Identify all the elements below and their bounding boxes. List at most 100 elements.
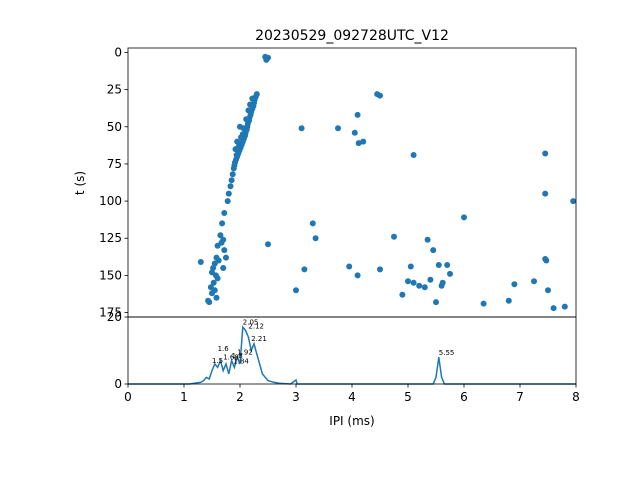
scatter-point bbox=[421, 284, 428, 291]
scatter-point bbox=[542, 150, 549, 157]
scatter-point bbox=[570, 198, 577, 205]
scatter-point bbox=[354, 111, 361, 118]
scatter-point bbox=[245, 107, 252, 114]
scatter-point bbox=[227, 183, 234, 190]
y-tick-label: 0 bbox=[114, 45, 122, 59]
scatter-point bbox=[197, 259, 204, 265]
scatter-point bbox=[399, 291, 406, 298]
scatter-point bbox=[405, 278, 411, 285]
scatter-point bbox=[228, 177, 235, 184]
scatter-point bbox=[430, 247, 437, 254]
scatter-point bbox=[550, 305, 557, 312]
scatter-point bbox=[435, 262, 442, 268]
scatter-point bbox=[391, 233, 397, 240]
peak-label: 2.05 bbox=[243, 318, 259, 326]
scatter-point bbox=[293, 287, 299, 294]
scatter-point bbox=[232, 146, 239, 153]
scatter-point bbox=[444, 262, 451, 268]
scatter-point bbox=[214, 275, 221, 282]
scatter-point bbox=[335, 125, 341, 132]
scatter-point bbox=[447, 270, 453, 277]
scatter-point bbox=[249, 95, 256, 102]
scatter-marks bbox=[197, 53, 577, 312]
scatter-point bbox=[461, 214, 467, 221]
scatter-point bbox=[233, 152, 240, 158]
scatter-point bbox=[407, 263, 414, 270]
scatter-point bbox=[219, 220, 226, 227]
scatter-point bbox=[346, 263, 353, 270]
scatter-point bbox=[427, 276, 434, 283]
scatter-point bbox=[243, 116, 250, 123]
histogram-frame bbox=[127, 316, 577, 385]
peak-label: 1.5 bbox=[212, 357, 223, 365]
peak-label: 5.55 bbox=[439, 349, 455, 357]
x-tick-label: 8 bbox=[572, 390, 580, 404]
scatter-point bbox=[220, 265, 227, 271]
scatter-point bbox=[263, 56, 270, 63]
scatter-point bbox=[542, 190, 549, 197]
histogram-panel: 1.5 1.61.681.81.841.92 2.052.12 2.21 5.55 0 2… bbox=[107, 310, 580, 428]
scatter-point bbox=[239, 131, 246, 138]
scatter-point bbox=[237, 123, 243, 130]
peak-label: 1.6 bbox=[218, 345, 230, 353]
scatter-point bbox=[211, 260, 218, 267]
x-axis-label: IPI (ms) bbox=[329, 414, 374, 428]
scatter-point bbox=[354, 272, 361, 279]
scatter-point bbox=[205, 297, 212, 304]
scatter-point bbox=[561, 303, 568, 310]
peak-label: 1.8 bbox=[232, 352, 243, 360]
scatter-point bbox=[410, 152, 417, 158]
scatter-point bbox=[221, 247, 228, 254]
scatter-point bbox=[480, 300, 487, 307]
histogram-y-tick-label: 20 bbox=[107, 310, 122, 324]
histogram-y-tick-label: 0 bbox=[114, 377, 122, 391]
scatter-point bbox=[234, 138, 241, 145]
scatter-point bbox=[298, 125, 305, 132]
scatter-point bbox=[247, 101, 254, 108]
scatter-point bbox=[377, 92, 383, 99]
scatter-point bbox=[265, 241, 271, 248]
peak-label: 1.92 bbox=[237, 349, 253, 357]
scatter-point bbox=[210, 279, 217, 286]
peak-labels: 1.5 1.61.681.81.841.92 2.052.12 2.21 5.55 bbox=[212, 318, 454, 365]
x-tick-label: 4 bbox=[348, 390, 356, 404]
scatter-point bbox=[224, 198, 231, 205]
scatter-point bbox=[410, 279, 417, 286]
scatter-point bbox=[309, 220, 316, 227]
scatter-point bbox=[545, 287, 551, 294]
y-tick-label: 100 bbox=[99, 194, 122, 208]
x-axis-ticks: 0 1 2 3 4 5 6 7 8 bbox=[124, 384, 580, 404]
y-tick-label: 150 bbox=[99, 268, 122, 282]
x-tick-label: 7 bbox=[516, 390, 524, 404]
scatter-point bbox=[221, 210, 228, 216]
scatter-point bbox=[439, 279, 446, 286]
y-tick-label: 125 bbox=[99, 231, 122, 245]
scatter-point bbox=[229, 171, 236, 178]
peak-label: 2.12 bbox=[248, 323, 264, 331]
scatter-point bbox=[223, 254, 229, 261]
histogram-y-ticks: 0 20 bbox=[107, 310, 128, 391]
scatter-point bbox=[351, 129, 358, 136]
scatter-point bbox=[312, 235, 319, 242]
x-tick-label: 5 bbox=[404, 390, 412, 404]
y-tick-label: 75 bbox=[107, 157, 122, 171]
scatter-point bbox=[416, 282, 423, 289]
scatter-point bbox=[231, 162, 238, 169]
y-tick-label: 50 bbox=[107, 120, 122, 134]
scatter-point bbox=[301, 266, 308, 273]
scatter-point bbox=[360, 138, 367, 145]
x-tick-label: 1 bbox=[180, 390, 188, 404]
peak-label: 2.21 bbox=[251, 335, 267, 343]
scatter-panel: 0 25 50 75 100 125 150 175 t (s) bbox=[73, 45, 577, 320]
peak-label: 1.84 bbox=[233, 358, 249, 366]
y-tick-label: 175 bbox=[99, 306, 122, 320]
scatter-point bbox=[511, 281, 518, 288]
scatter-point bbox=[531, 278, 537, 285]
y-tick-label: 25 bbox=[107, 83, 122, 97]
scatter-point bbox=[377, 266, 383, 273]
scatter-point bbox=[225, 190, 232, 197]
scatter-point bbox=[209, 290, 215, 297]
x-tick-label: 3 bbox=[292, 390, 300, 404]
